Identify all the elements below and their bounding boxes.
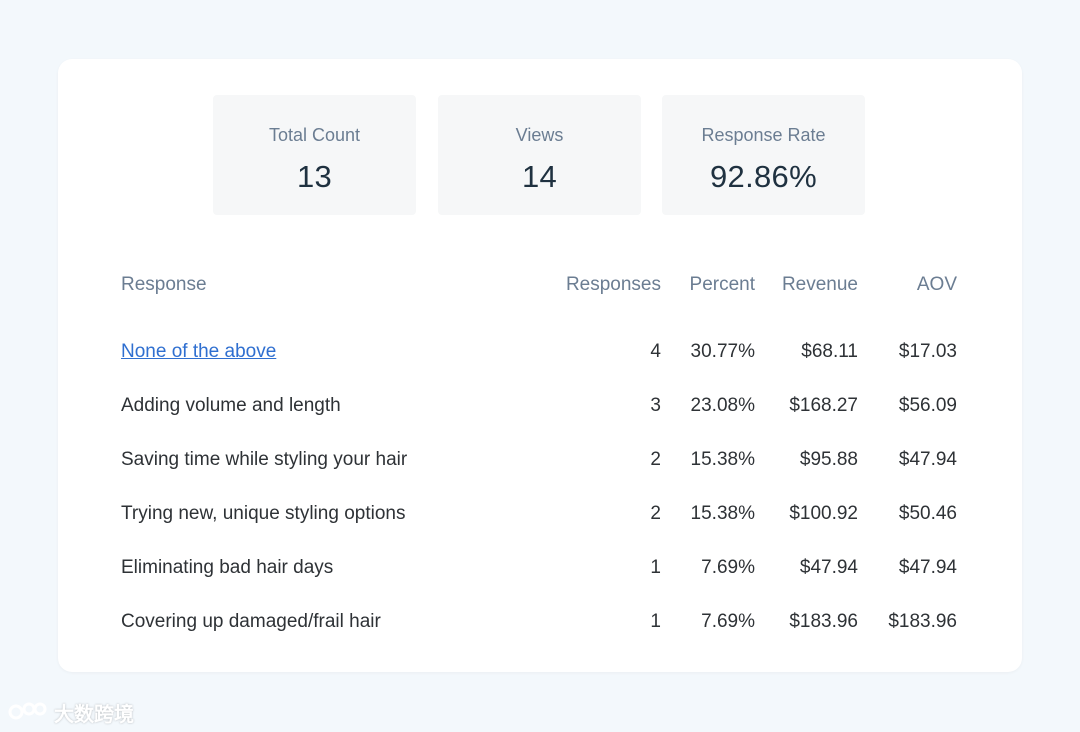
cell-response: Saving time while styling your hair	[121, 449, 408, 470]
cell-aov: $183.96	[888, 611, 957, 632]
cell-revenue: $95.88	[799, 449, 858, 470]
stat-value: 92.86%	[710, 159, 817, 194]
cell-percent: 23.08%	[690, 395, 755, 416]
watermark: 大数跨境	[8, 697, 134, 727]
stat-value: 13	[296, 159, 333, 194]
cell-aov: $47.94	[898, 557, 957, 578]
cell-responses: 1	[650, 557, 661, 578]
cell-aov: $56.09	[898, 395, 957, 416]
cell-response: Adding volume and length	[121, 395, 341, 416]
header-responses: Responses	[565, 274, 661, 295]
cell-revenue: $168.27	[789, 395, 858, 416]
cell-responses: 2	[650, 503, 661, 524]
cell-response: Covering up damaged/frail hair	[121, 611, 381, 632]
header-aov: AOV	[916, 274, 957, 295]
stat-total-count: Total Count 13	[213, 95, 416, 215]
cell-responses: 3	[650, 395, 661, 416]
watermark-logo-icon	[8, 702, 47, 720]
stat-label: Response Rate	[701, 125, 826, 145]
cell-revenue: $47.94	[799, 557, 858, 578]
cell-percent: 7.69%	[701, 611, 755, 632]
cell-percent: 15.38%	[690, 503, 755, 524]
header-response: Response	[121, 274, 207, 295]
cell-aov: $17.03	[898, 341, 957, 362]
stat-label: Views	[515, 125, 564, 145]
cell-response: Eliminating bad hair days	[121, 557, 334, 578]
cell-revenue: $100.92	[789, 503, 858, 524]
cell-percent: 7.69%	[701, 557, 755, 578]
header-percent: Percent	[689, 274, 755, 295]
cell-aov: $47.94	[898, 449, 957, 470]
stat-response-rate: Response Rate 92.86%	[662, 95, 865, 215]
cell-responses: 1	[650, 611, 661, 632]
header-revenue: Revenue	[781, 274, 858, 295]
cell-responses: 2	[650, 449, 661, 470]
cell-responses: 4	[650, 341, 661, 362]
cell-response: Trying new, unique styling options	[121, 503, 406, 524]
cell-revenue: $183.96	[789, 611, 858, 632]
cell-percent: 15.38%	[690, 449, 755, 470]
survey-results-card: Total Count 13 Views 14 Response Rate 92…	[58, 59, 1022, 672]
stat-value: 14	[521, 159, 558, 194]
watermark-text: 大数跨境	[54, 703, 134, 726]
cell-aov: $50.46	[898, 503, 957, 524]
stat-label: Total Count	[268, 125, 361, 145]
cell-revenue: $68.11	[801, 341, 858, 362]
response-link[interactable]: None of the above	[121, 341, 277, 362]
stat-views: Views 14	[438, 95, 641, 215]
cell-percent: 30.77%	[690, 341, 755, 362]
